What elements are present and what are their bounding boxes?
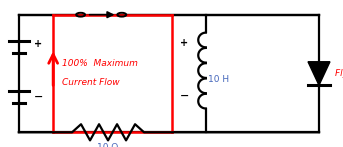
Text: 10 Ω: 10 Ω (97, 142, 119, 147)
Text: +: + (34, 39, 43, 49)
Text: Current Flow: Current Flow (62, 78, 119, 87)
Polygon shape (308, 62, 330, 85)
Text: Flyback diode: Flyback diode (335, 69, 343, 78)
Text: +: + (180, 38, 188, 48)
Text: −: − (180, 91, 189, 101)
Text: 10 H: 10 H (208, 75, 229, 84)
Text: −: − (34, 92, 44, 102)
Text: 100%  Maximum: 100% Maximum (62, 59, 138, 68)
